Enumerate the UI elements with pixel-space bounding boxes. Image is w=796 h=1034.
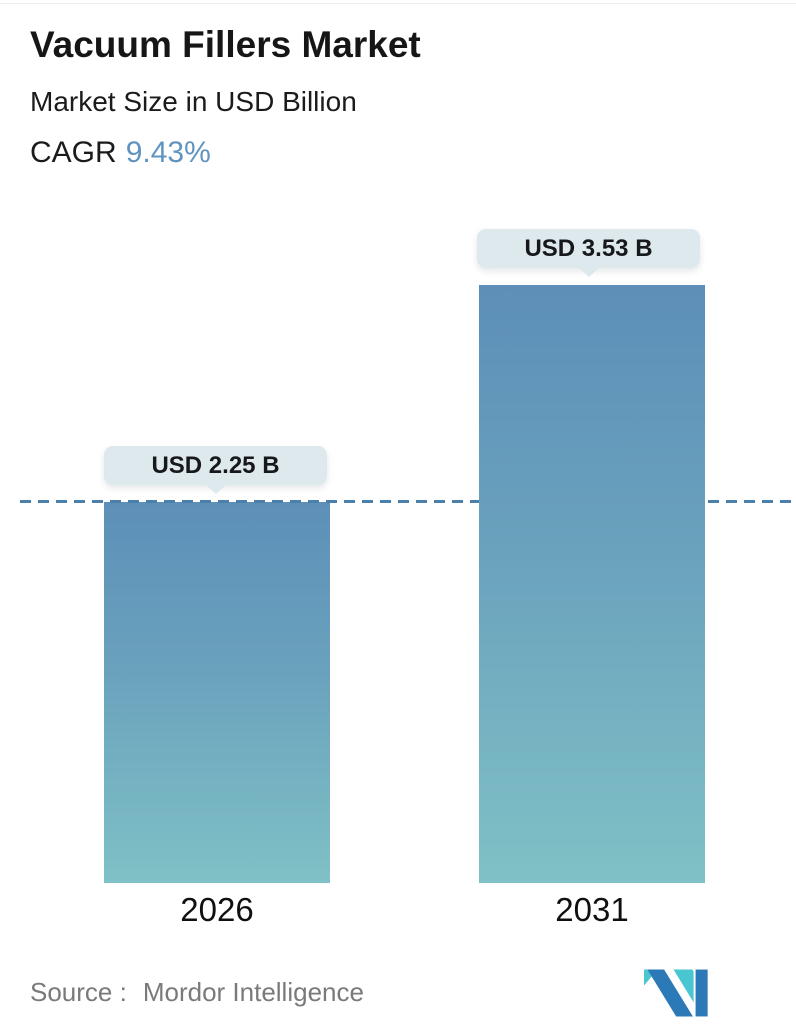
source-label: Source : [30,977,127,1007]
cagr-value: 9.43% [125,136,211,169]
value-tooltip-2026: USD 2.25 B [104,446,327,486]
page-title: Vacuum Fillers Market [30,24,421,65]
reference-dashed-line-right [708,500,791,504]
top-divider [0,3,796,4]
source-line: Source : Mordor Intelligence [30,977,364,1008]
value-tooltip-2031-text: USD 3.53 B [524,234,653,262]
chart-subtitle: Market Size in USD Billion [30,86,357,117]
value-tooltip-2026-text: USD 2.25 B [151,451,280,479]
source-value: Mordor Intelligence [142,977,364,1007]
x-axis-label-2031: 2031 [555,891,629,928]
x-axis-label-2026: 2026 [180,891,254,928]
bar-2026 [104,502,330,883]
cagr-label: CAGR [30,136,117,169]
value-tooltip-2031: USD 3.53 B [477,229,700,269]
cagr-line: CAGR 9.43% [30,136,211,170]
bar-2031 [479,285,705,883]
mordor-intelligence-logo [644,969,708,1017]
reference-dashed-line-left [20,500,479,504]
